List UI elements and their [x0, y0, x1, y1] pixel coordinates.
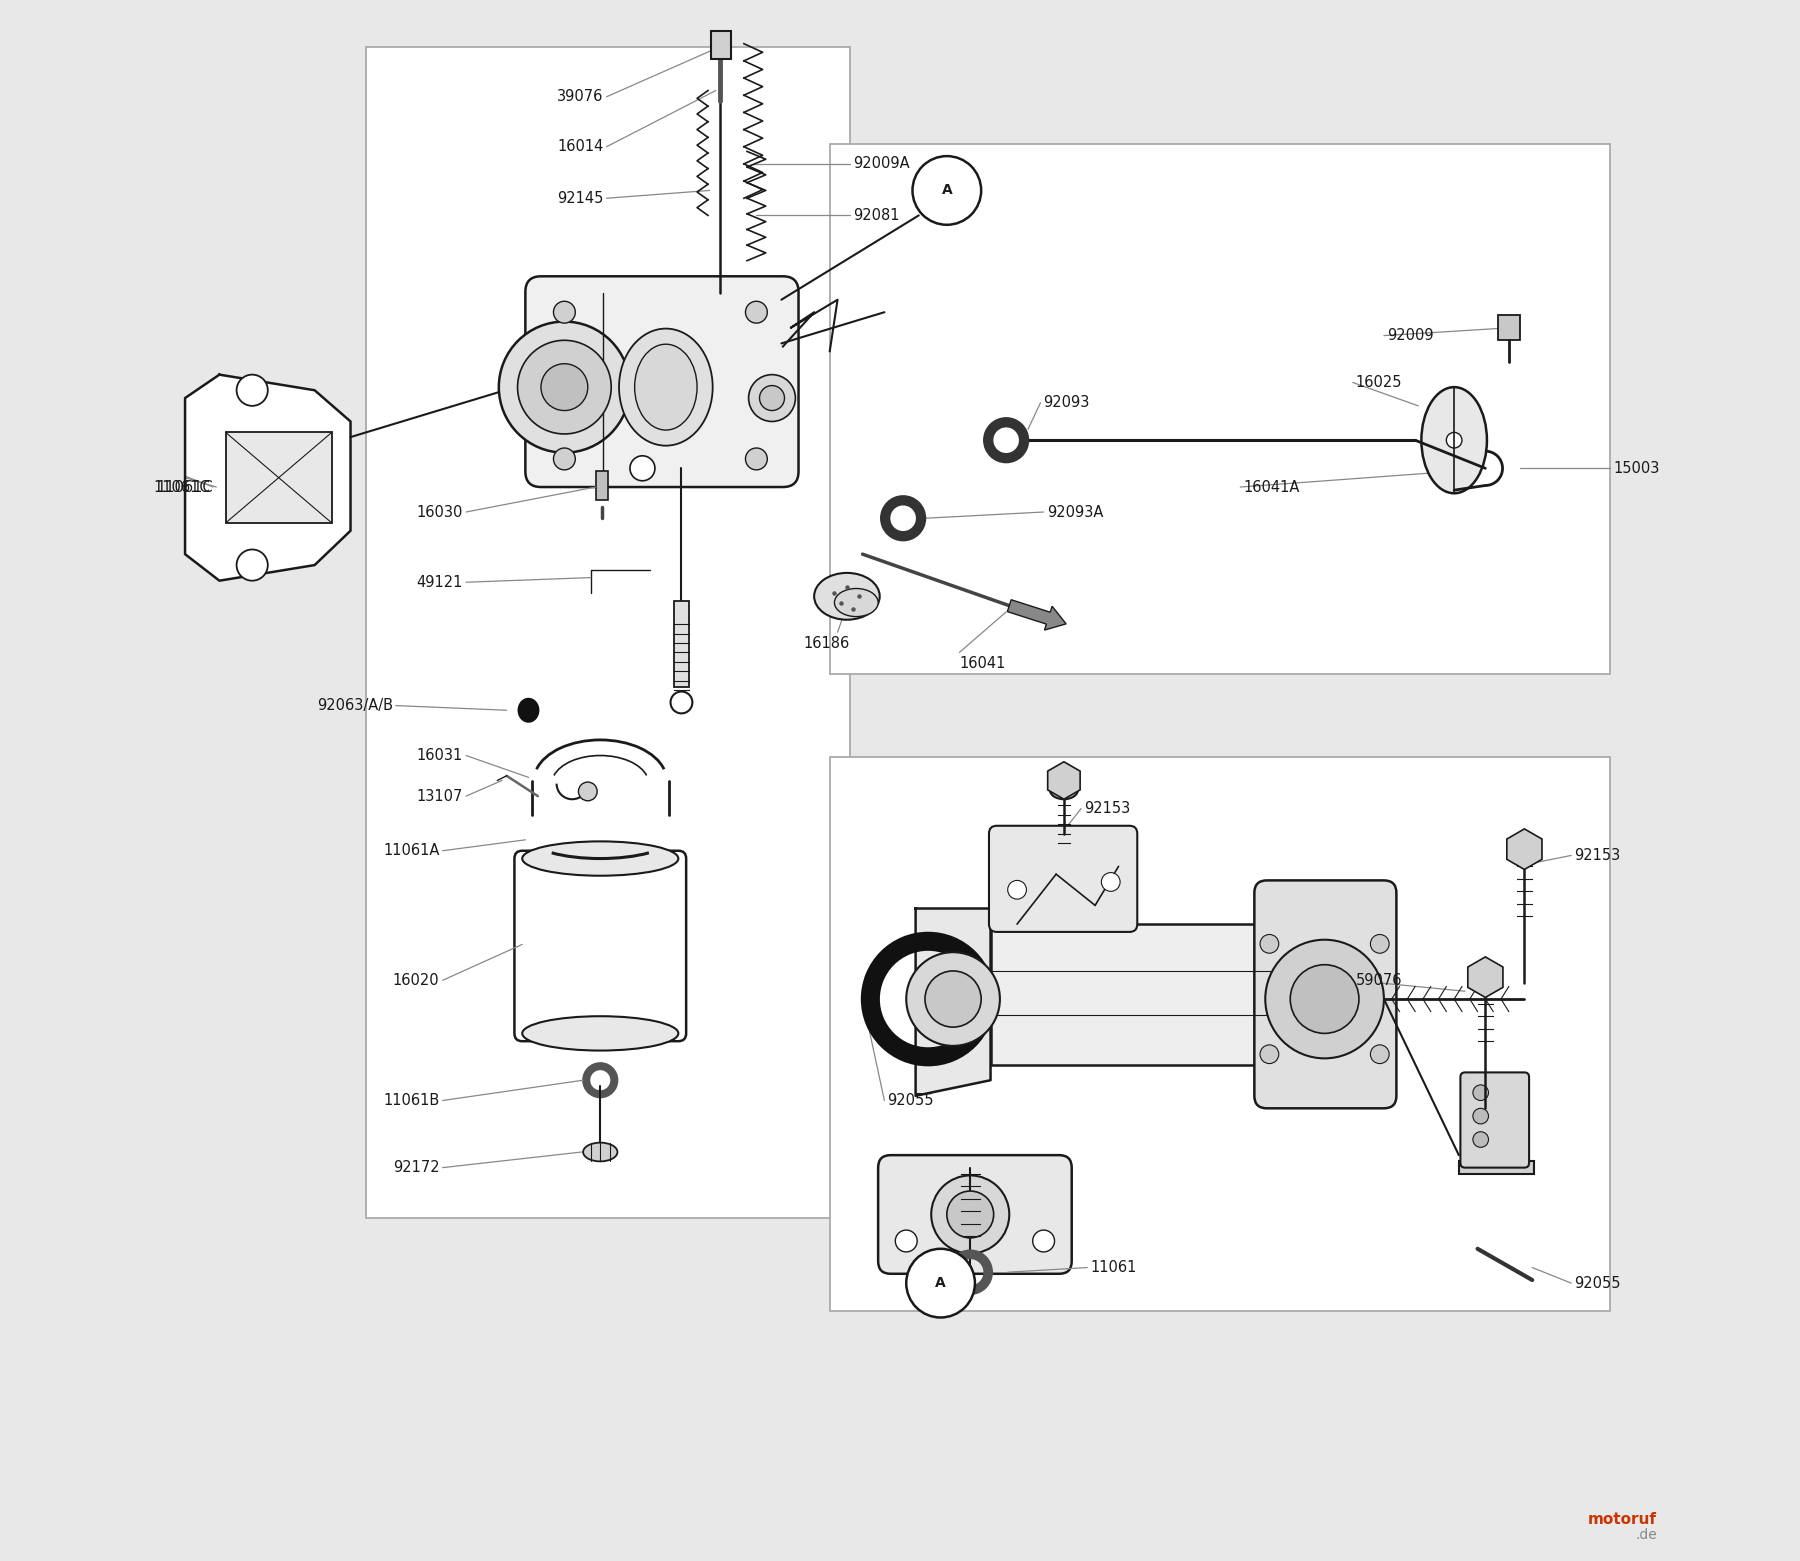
Text: A: A — [936, 1277, 947, 1289]
Bar — [596, 471, 608, 500]
Circle shape — [578, 782, 598, 801]
Circle shape — [499, 322, 630, 453]
Text: 92153: 92153 — [1084, 801, 1130, 816]
Text: 92081: 92081 — [853, 208, 900, 223]
Text: 13107: 13107 — [416, 788, 463, 804]
Circle shape — [553, 448, 576, 470]
Text: 49121: 49121 — [416, 574, 463, 590]
Circle shape — [671, 692, 693, 713]
FancyArrow shape — [1008, 599, 1066, 631]
Text: 11061C: 11061C — [157, 479, 212, 495]
Circle shape — [1033, 1230, 1055, 1252]
Text: 92093: 92093 — [1044, 395, 1091, 411]
Ellipse shape — [518, 698, 540, 723]
Text: 16031: 16031 — [416, 748, 463, 763]
Circle shape — [1260, 935, 1278, 954]
FancyBboxPatch shape — [988, 826, 1138, 932]
Text: 92055: 92055 — [1575, 1275, 1620, 1291]
Text: 15003: 15003 — [1613, 460, 1660, 476]
Ellipse shape — [635, 345, 697, 429]
Bar — [1458, 1161, 1534, 1174]
Polygon shape — [185, 375, 351, 581]
Text: 59076: 59076 — [1355, 973, 1402, 988]
Ellipse shape — [1422, 387, 1487, 493]
Circle shape — [1265, 940, 1384, 1058]
Circle shape — [749, 375, 796, 421]
Circle shape — [1472, 1108, 1489, 1124]
Text: 16041A: 16041A — [1244, 479, 1300, 495]
Text: 16020: 16020 — [392, 973, 439, 988]
Circle shape — [236, 549, 268, 581]
Circle shape — [630, 456, 655, 481]
Text: 92009A: 92009A — [853, 156, 909, 172]
Text: 92063/A/B: 92063/A/B — [317, 698, 392, 713]
Circle shape — [760, 386, 785, 411]
Circle shape — [1102, 873, 1120, 891]
Bar — [990, 924, 1280, 1065]
Text: 39076: 39076 — [556, 89, 603, 105]
Text: 92145: 92145 — [556, 190, 603, 206]
Circle shape — [895, 1230, 918, 1252]
Circle shape — [905, 1249, 976, 1317]
Polygon shape — [916, 909, 990, 1096]
Circle shape — [1472, 1085, 1489, 1101]
Text: 16025: 16025 — [1355, 375, 1402, 390]
Circle shape — [1370, 935, 1390, 954]
Text: 11061C: 11061C — [153, 479, 211, 495]
Text: 16041: 16041 — [959, 656, 1006, 671]
FancyBboxPatch shape — [1460, 1072, 1528, 1168]
Circle shape — [1370, 1044, 1390, 1063]
Text: 11061: 11061 — [1091, 1260, 1138, 1275]
Text: 11061A: 11061A — [383, 843, 439, 859]
Circle shape — [947, 1191, 994, 1238]
Text: 92055: 92055 — [887, 1093, 934, 1108]
Text: 11061B: 11061B — [383, 1093, 439, 1108]
Ellipse shape — [522, 1016, 679, 1051]
Bar — [830, 757, 1611, 1311]
Ellipse shape — [619, 329, 713, 446]
Ellipse shape — [583, 1143, 617, 1161]
Circle shape — [925, 971, 981, 1027]
Text: 16014: 16014 — [556, 139, 603, 155]
Text: 92009: 92009 — [1388, 328, 1433, 343]
Text: 92153: 92153 — [1575, 848, 1620, 863]
FancyBboxPatch shape — [878, 1155, 1071, 1274]
Circle shape — [236, 375, 268, 406]
Bar — [711, 31, 731, 59]
Circle shape — [518, 340, 612, 434]
Text: A: A — [941, 184, 952, 197]
Circle shape — [1008, 880, 1026, 899]
Circle shape — [1291, 965, 1359, 1033]
Circle shape — [905, 952, 1001, 1046]
Text: 92172: 92172 — [392, 1160, 439, 1175]
Circle shape — [913, 156, 981, 225]
Bar — [830, 144, 1611, 674]
Text: 16186: 16186 — [803, 635, 850, 651]
FancyBboxPatch shape — [526, 276, 799, 487]
Circle shape — [745, 301, 767, 323]
Circle shape — [745, 448, 767, 470]
Text: motoruf: motoruf — [1588, 1511, 1658, 1527]
Circle shape — [542, 364, 589, 411]
Text: 16030: 16030 — [416, 504, 463, 520]
Circle shape — [1472, 1132, 1489, 1147]
Circle shape — [931, 1175, 1010, 1253]
Bar — [365, 47, 850, 1218]
Circle shape — [1447, 432, 1462, 448]
Ellipse shape — [522, 841, 679, 876]
Bar — [225, 432, 331, 523]
FancyBboxPatch shape — [1255, 880, 1397, 1108]
Text: 92093A: 92093A — [1048, 504, 1103, 520]
Bar — [1498, 315, 1519, 340]
Ellipse shape — [835, 588, 878, 617]
Text: .de: .de — [1636, 1528, 1658, 1542]
Bar — [673, 601, 689, 687]
FancyBboxPatch shape — [515, 851, 686, 1041]
Ellipse shape — [1049, 780, 1078, 799]
Circle shape — [1260, 1044, 1278, 1063]
Circle shape — [553, 301, 576, 323]
Ellipse shape — [814, 573, 880, 620]
